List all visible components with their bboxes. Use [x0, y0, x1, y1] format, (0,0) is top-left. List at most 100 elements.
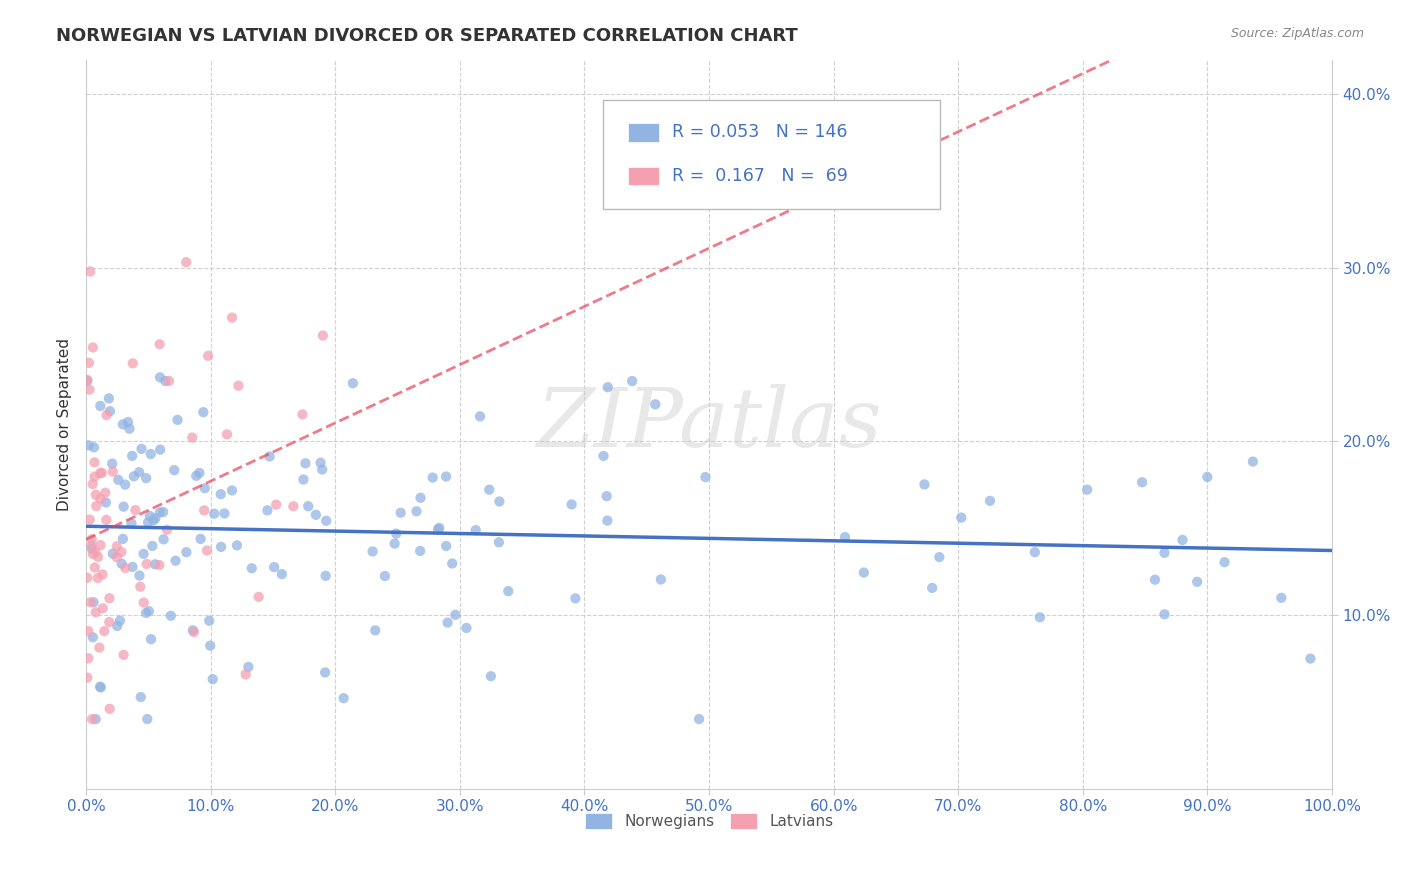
Point — [478, 483, 501, 497]
Point — [152, 505, 174, 519]
Point — [444, 607, 467, 622]
Point — [87, 549, 110, 564]
Point — [87, 571, 110, 585]
Point — [90, 681, 112, 695]
Point — [311, 462, 333, 476]
Point — [221, 483, 243, 498]
Point — [464, 523, 486, 537]
Point — [434, 469, 457, 483]
Point — [852, 566, 875, 580]
Point — [1213, 555, 1236, 569]
Point — [1171, 533, 1194, 547]
Point — [135, 606, 157, 620]
Point — [1024, 545, 1046, 559]
Point — [332, 691, 354, 706]
Point — [1130, 475, 1153, 490]
Point — [1299, 651, 1322, 665]
Point — [89, 399, 111, 413]
Point — [201, 672, 224, 686]
Point — [122, 469, 145, 483]
Point — [488, 535, 510, 549]
Point — [93, 624, 115, 639]
Point — [76, 671, 98, 685]
Point — [914, 477, 936, 491]
Point — [132, 547, 155, 561]
Point — [498, 584, 520, 599]
Point — [98, 404, 121, 418]
Point — [156, 523, 179, 537]
Point — [105, 550, 128, 565]
Point — [283, 500, 305, 514]
Point — [592, 449, 614, 463]
Point — [226, 538, 249, 552]
Point — [436, 615, 458, 630]
Point — [190, 532, 212, 546]
Point — [1143, 573, 1166, 587]
Point — [96, 408, 118, 422]
Point — [101, 457, 124, 471]
Point — [456, 621, 478, 635]
Point — [564, 591, 586, 606]
Point — [434, 539, 457, 553]
Legend: Norwegians, Latvians: Norwegians, Latvians — [578, 807, 839, 836]
Point — [305, 508, 328, 522]
Text: R =  0.167   N =  69: R = 0.167 N = 69 — [672, 167, 848, 186]
Point — [644, 397, 666, 411]
Point — [315, 514, 337, 528]
Point — [79, 595, 101, 609]
Point — [128, 568, 150, 582]
Point — [197, 349, 219, 363]
Point — [141, 539, 163, 553]
Point — [202, 507, 225, 521]
Point — [174, 255, 197, 269]
Point — [79, 264, 101, 278]
Point — [77, 624, 100, 639]
Text: R = 0.053   N = 146: R = 0.053 N = 146 — [672, 123, 848, 142]
Point — [136, 712, 159, 726]
Point — [83, 595, 105, 609]
Point — [221, 310, 243, 325]
Point — [135, 557, 157, 571]
Point — [112, 648, 135, 662]
Point — [84, 605, 107, 619]
Point — [129, 580, 152, 594]
Point — [247, 590, 270, 604]
Point — [422, 470, 444, 484]
Point — [834, 530, 856, 544]
Point — [82, 630, 104, 644]
Point — [131, 442, 153, 456]
Point — [188, 466, 211, 480]
Point — [950, 510, 973, 524]
Point — [200, 639, 222, 653]
Point — [76, 374, 98, 388]
Point — [83, 455, 105, 469]
Point — [148, 558, 170, 572]
FancyBboxPatch shape — [628, 123, 659, 142]
Point — [157, 374, 180, 388]
Point — [595, 489, 617, 503]
Point — [561, 497, 583, 511]
Point — [427, 521, 450, 535]
Point — [235, 667, 257, 681]
Point — [121, 449, 143, 463]
Point — [143, 558, 166, 572]
Point — [149, 506, 172, 520]
Point — [215, 427, 238, 442]
Point — [89, 491, 111, 506]
Point — [928, 550, 950, 565]
Point — [89, 640, 111, 655]
Point — [142, 513, 165, 527]
Point — [84, 545, 107, 559]
Point — [79, 383, 101, 397]
Point — [135, 471, 157, 485]
Point — [294, 456, 316, 470]
Point — [129, 690, 152, 704]
Text: NORWEGIAN VS LATVIAN DIVORCED OR SEPARATED CORRELATION CHART: NORWEGIAN VS LATVIAN DIVORCED OR SEPARAT… — [56, 27, 799, 45]
Point — [84, 488, 107, 502]
Point — [209, 487, 232, 501]
Point — [194, 481, 217, 495]
Point — [621, 374, 644, 388]
Point — [110, 545, 132, 559]
Point — [139, 447, 162, 461]
Point — [198, 614, 221, 628]
